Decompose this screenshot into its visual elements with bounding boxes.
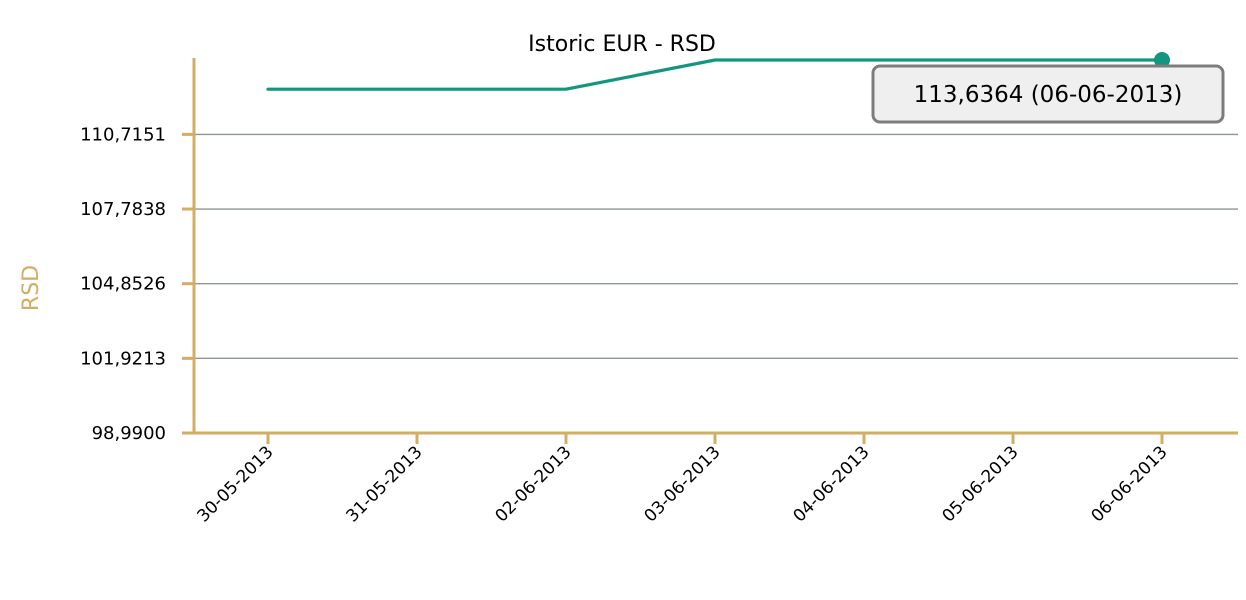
x-tick-label: 31-05-2013 — [343, 442, 427, 526]
x-axis-ticks: 30-05-2013 31-05-2013 02-06-2013 03-06-2013… — [194, 433, 1172, 526]
series-layer — [266, 52, 1170, 91]
x-tick-label: 04-06-2013 — [790, 442, 874, 526]
y-axis-label: RSD — [19, 265, 44, 311]
tooltip-text: 113,6364 (06-06-2013) — [914, 82, 1183, 108]
series-line — [266, 58, 1164, 91]
y-tick-label: 104,8526 — [80, 274, 166, 295]
y-tick-label: 101,9213 — [80, 348, 166, 369]
x-tick-label: 30-05-2013 — [194, 442, 278, 526]
y-tick-label: 107,7838 — [80, 199, 166, 220]
highlighted-point[interactable] — [1154, 52, 1170, 68]
x-tick-label: 02-06-2013 — [492, 442, 576, 526]
value-tooltip: 113,6364 (06-06-2013) — [871, 64, 1225, 124]
y-axis-ticks: 110,7151 107,7838 104,8526 101,9213 98,9900 — [80, 124, 194, 444]
gridlines — [194, 133, 1238, 360]
tooltip-box — [871, 64, 1225, 124]
y-tick-label: 98,9900 — [92, 423, 166, 444]
y-tick-label: 110,7151 — [80, 124, 166, 145]
x-tick-label: 05-06-2013 — [939, 442, 1023, 526]
chart-title: Istoric EUR - RSD — [528, 32, 716, 57]
x-tick-label: 06-06-2013 — [1088, 442, 1172, 526]
x-tick-label: 03-06-2013 — [641, 442, 725, 526]
